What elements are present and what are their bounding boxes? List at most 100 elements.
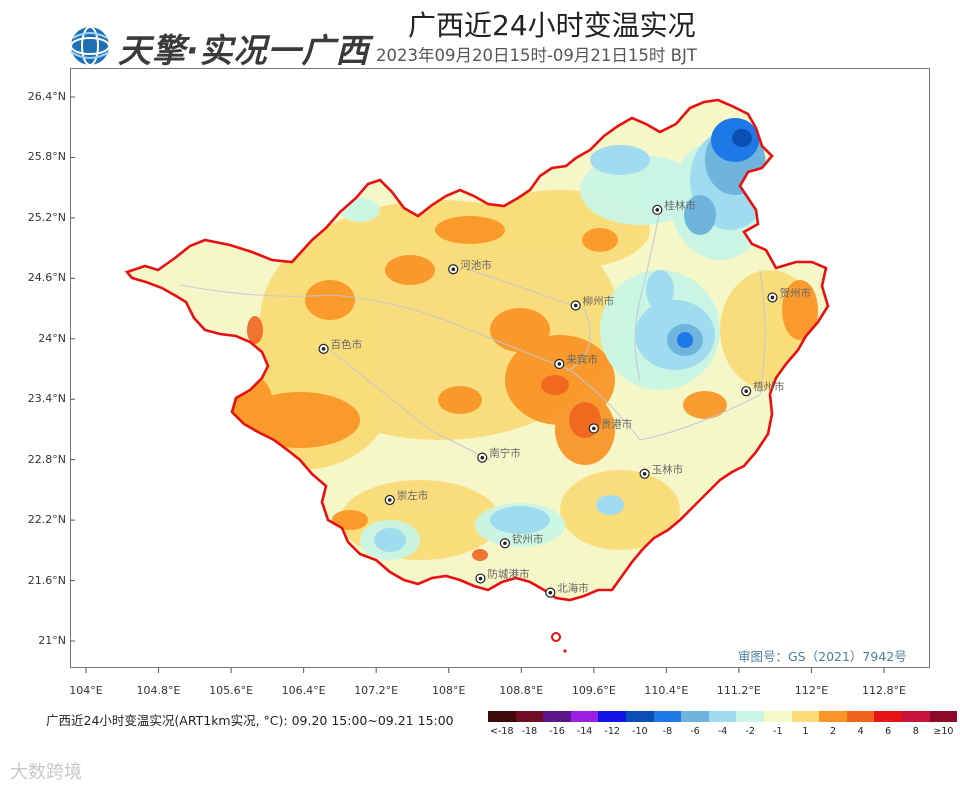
legend-label: -10 — [632, 726, 648, 737]
axis-ticks — [70, 96, 885, 673]
legend-label: -4 — [717, 726, 728, 737]
city-marker: 防城港市 — [475, 568, 529, 584]
city-dot-inner — [387, 498, 392, 502]
legend-label: -2 — [745, 726, 755, 737]
longitude-label: 104.8°E — [136, 684, 181, 697]
legend-label: <-18 — [490, 726, 514, 737]
city-marker: 来宾市 — [554, 353, 598, 370]
city-marker: 百色市 — [318, 338, 362, 354]
latitude-label: 24°N — [38, 331, 66, 345]
globe-icon — [70, 26, 110, 66]
city-label: 贵港市 — [601, 417, 633, 430]
longitude-label: 112°E — [794, 684, 829, 697]
latitude-label: 21.6°N — [27, 573, 66, 587]
latitude-label: 22.2°N — [27, 513, 66, 527]
guangxi-boundary — [124, 98, 830, 602]
city-label: 崇左市 — [397, 489, 429, 502]
legend-label: -18 — [521, 726, 538, 737]
legend-label: -1 — [773, 726, 783, 737]
legend-label: -16 — [549, 726, 565, 737]
city-dot-inner — [478, 576, 483, 581]
legend-swatch — [598, 711, 626, 722]
city-dot-inner — [548, 590, 553, 595]
latitude-label: 21°N — [38, 634, 66, 647]
longitude-label: 106.4°E — [281, 684, 326, 697]
city-dot-inner — [744, 389, 748, 393]
longitude-label: 112.8°E — [862, 684, 906, 697]
legend-label: 6 — [885, 726, 892, 737]
city-dot-inner — [592, 426, 596, 431]
city-dot-inner — [642, 471, 647, 476]
legend-label: 2 — [829, 726, 837, 737]
city-label: 梧州市 — [753, 380, 785, 393]
city-marker: 崇左市 — [384, 489, 429, 506]
city-marker: 柳州市 — [570, 295, 615, 311]
legend-swatch — [791, 711, 820, 722]
city-marker: 梧州市 — [741, 380, 785, 397]
legend-swatch — [488, 711, 516, 722]
weizhou-island — [551, 632, 567, 653]
legend-swatch — [515, 711, 544, 722]
longitude-label: 104°E — [69, 684, 103, 697]
city-marker: 玉林市 — [639, 463, 684, 479]
legend-swatch — [543, 711, 571, 722]
longitude-label: 111.2°E — [716, 684, 761, 697]
longitude-label: 108.8°E — [499, 684, 544, 697]
city-label: 柳州市 — [583, 295, 615, 308]
city-label: 北海市 — [557, 582, 589, 595]
city-marker: 河池市 — [448, 258, 492, 275]
legend-label: -6 — [690, 726, 700, 737]
city-dot-inner — [557, 362, 562, 366]
city-label: 河池市 — [460, 258, 492, 271]
city-marker: 南宁市 — [477, 447, 521, 463]
longitude-label: 110.4°E — [644, 684, 689, 697]
logo-text: 天擎·实况一广西 — [118, 31, 370, 70]
longitude-label: 107.2°E — [354, 684, 399, 697]
city-dot-inner — [573, 303, 578, 308]
legend-swatch — [625, 711, 654, 722]
legend-swatch — [708, 711, 737, 722]
watermark-text: 大数跨境 — [10, 762, 82, 783]
city-label: 贺州市 — [779, 286, 811, 299]
latitude-label: 25.2°N — [27, 210, 66, 224]
latitude-label: 23.4°N — [27, 392, 66, 406]
legend-swatch — [681, 711, 709, 722]
legend-swatch — [570, 711, 599, 722]
map-review-number: 审图号：GS（2021）7942号 — [738, 649, 907, 664]
legend-colorbar — [488, 711, 958, 722]
latitude-label: 22.8°N — [27, 452, 66, 466]
legend-swatch — [736, 711, 764, 722]
longitude-label: 105.6°E — [209, 684, 254, 697]
city-dot-inner — [480, 455, 485, 460]
legend-label: -12 — [604, 726, 620, 737]
city-dot-inner — [655, 208, 660, 212]
page-subtitle: 2023年09月20日15时-09月21日15时 BJT — [376, 46, 697, 65]
city-dot-inner — [321, 347, 326, 351]
city-label: 桂林市 — [664, 199, 696, 212]
latitude-label: 26.4°N — [27, 90, 66, 103]
city-label: 来宾市 — [566, 353, 598, 366]
legend-label: 4 — [857, 726, 864, 737]
legend-label: ≥10 — [933, 726, 954, 737]
city-marker: 钦州市 — [499, 532, 544, 549]
header: 天擎·实况一广西 广西近24小时变温实况 2023年09月20日15时-09月2… — [0, 0, 960, 70]
temperature-field — [127, 100, 828, 600]
legend-label: 1 — [802, 726, 809, 737]
city-dot-inner — [451, 267, 456, 272]
legend-label: 8 — [912, 726, 919, 737]
rivers — [179, 209, 766, 461]
city-label: 玉林市 — [652, 463, 684, 476]
legend-swatch — [763, 711, 792, 722]
page-title: 广西近24小时变温实况 — [408, 9, 696, 42]
city-marker: 桂林市 — [652, 199, 696, 215]
longitude-label: 108°E — [431, 684, 466, 697]
city-label: 南宁市 — [489, 447, 521, 460]
latitude-label: 25.8°N — [27, 150, 66, 164]
city-label: 钦州市 — [512, 532, 544, 545]
legend-title: 广西近24小时变温实况(ART1km实况, °C): 09.20 15:00~0… — [46, 713, 454, 728]
legend-label: -8 — [662, 726, 673, 737]
legend-label: -14 — [576, 726, 593, 737]
legend-swatch — [819, 711, 847, 722]
